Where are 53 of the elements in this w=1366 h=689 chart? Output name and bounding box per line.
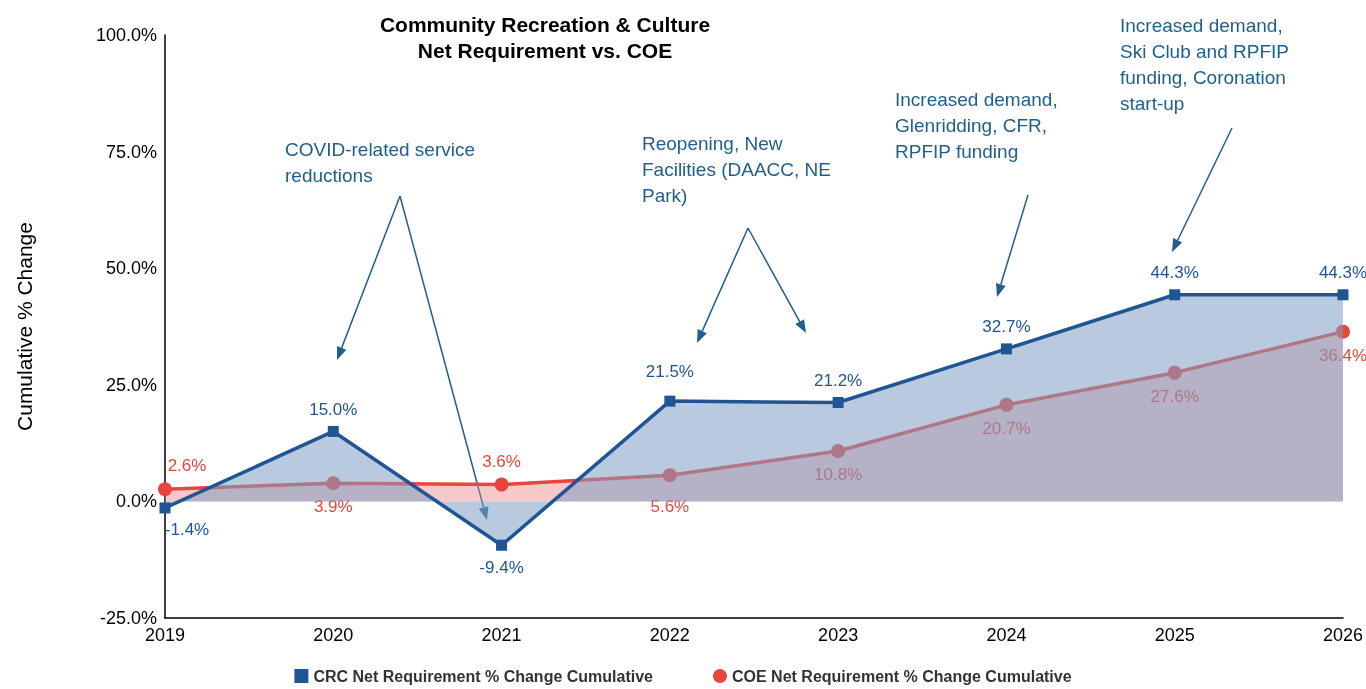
data-label: 10.8% <box>814 465 863 485</box>
x-tick-label: 2025 <box>1154 625 1195 645</box>
x-tick-label: 2023 <box>818 625 859 645</box>
data-label: -9.4% <box>479 557 524 577</box>
point <box>159 502 171 514</box>
y-tick-label: -25.0% <box>99 608 157 628</box>
point <box>832 397 844 409</box>
chart-title: Community Recreation & Culture Net Requirement vs. COE <box>379 12 711 62</box>
point <box>1169 289 1181 301</box>
point <box>999 397 1014 412</box>
legend-label: COE Net Requirement % Change Cumulative <box>732 667 1072 685</box>
data-label: 3.6% <box>482 451 521 471</box>
data-label: 36.4% <box>1318 345 1366 365</box>
annotation: Increased demand, Ski Club and RPFIP funding, Coronation start-up <box>1120 14 1289 114</box>
annotation: Increased demand, Glenridding, CFR, RPFIP funding <box>895 88 1058 162</box>
point <box>1000 343 1012 355</box>
point <box>496 539 508 551</box>
data-label: 20.7% <box>982 418 1031 438</box>
data-label: 21.2% <box>814 371 863 391</box>
data-label: 5.6% <box>650 497 690 517</box>
x-tick-label: 2021 <box>481 625 522 645</box>
point <box>1335 324 1350 339</box>
y-axis-title: Cumulative % Change <box>13 222 36 431</box>
data-label: 44.3% <box>1150 263 1199 283</box>
y-tick-label: 0.0% <box>115 491 157 512</box>
x-tick-label: 2019 <box>144 625 186 645</box>
x-tick-label: 2020 <box>313 625 354 645</box>
data-label: 27.6% <box>1150 386 1199 406</box>
data-label: 32.7% <box>982 317 1031 337</box>
x-tick-label: 2024 <box>986 625 1027 645</box>
data-label: 15.0% <box>309 399 358 419</box>
x-tick-label: 2026 <box>1322 625 1363 645</box>
y-tick-label: 75.0% <box>105 141 157 162</box>
annotation: Reopening, New Facilities (DAACC, NE Park) <box>642 132 831 206</box>
y-tick-label: 50.0% <box>105 258 157 279</box>
point <box>327 425 339 437</box>
point <box>664 395 676 407</box>
point <box>494 477 509 492</box>
data-label: 44.3% <box>1318 263 1366 283</box>
point <box>831 444 846 459</box>
point <box>326 476 341 491</box>
point <box>662 468 677 483</box>
data-label: 21.5% <box>645 361 694 381</box>
legend-label: CRC Net Requirement % Change Cumulative <box>313 667 654 685</box>
x-tick-label: 2022 <box>649 625 690 645</box>
y-tick-label: 100.0% <box>95 25 157 45</box>
data-label: 2.6% <box>167 456 207 476</box>
point <box>158 482 172 497</box>
annotation: COVID-related service reductions <box>285 138 476 186</box>
point <box>1167 365 1182 380</box>
y-tick-label: 25.0% <box>105 374 157 395</box>
point <box>1337 289 1349 301</box>
data-label: 3.9% <box>313 497 353 517</box>
